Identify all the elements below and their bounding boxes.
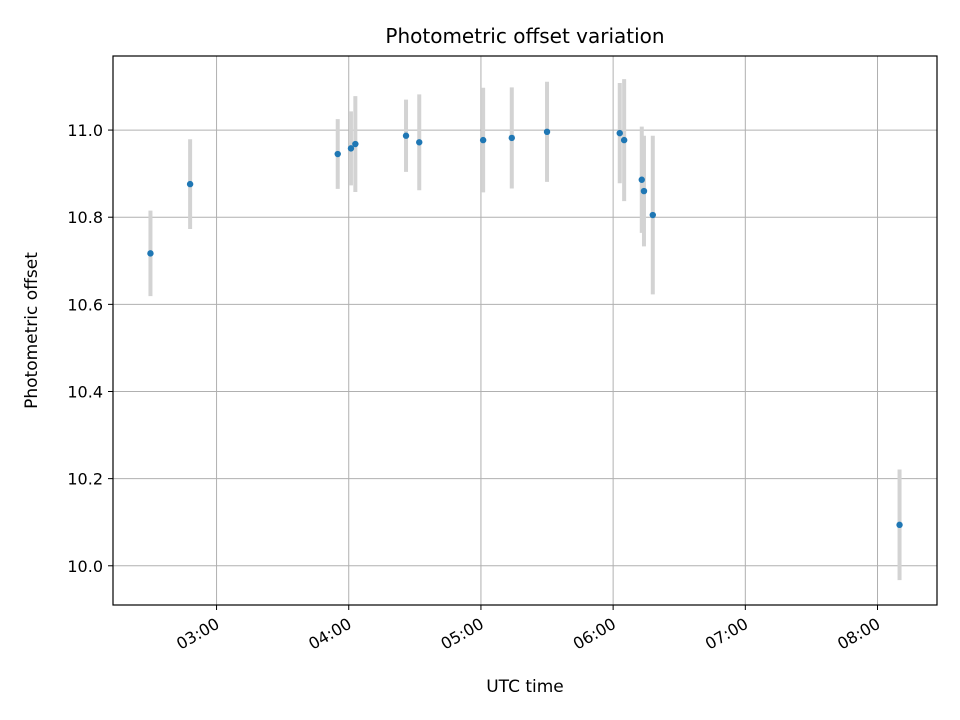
data-point <box>620 136 628 144</box>
data-points <box>147 128 903 529</box>
data-point <box>616 129 623 137</box>
y-tick-label: 10.8 <box>67 208 103 227</box>
data-point <box>479 136 487 144</box>
data-point <box>402 132 410 139</box>
data-point <box>186 180 194 188</box>
x-axis-label: UTC time <box>486 677 564 697</box>
y-tick-label: 11.0 <box>67 121 103 140</box>
y-tick-label: 10.2 <box>67 470 103 489</box>
grid <box>113 56 937 605</box>
y-tick-label: 10.6 <box>67 295 103 314</box>
plot-frame <box>112 55 938 606</box>
y-tick-label: 10.0 <box>67 557 103 576</box>
y-tick-label: 10.4 <box>67 383 103 402</box>
data-point <box>347 145 355 152</box>
data-point <box>638 176 645 183</box>
chart-title: Photometric offset variation <box>385 24 664 48</box>
data-point <box>508 134 515 142</box>
data-point <box>543 128 551 136</box>
data-point <box>640 187 648 195</box>
data-point <box>334 150 341 158</box>
y-axis-label: Photometric offset <box>22 252 42 409</box>
data-point <box>896 521 903 529</box>
data-point <box>147 250 154 257</box>
data-point <box>416 139 423 146</box>
data-point <box>352 140 359 148</box>
data-point <box>649 211 656 219</box>
